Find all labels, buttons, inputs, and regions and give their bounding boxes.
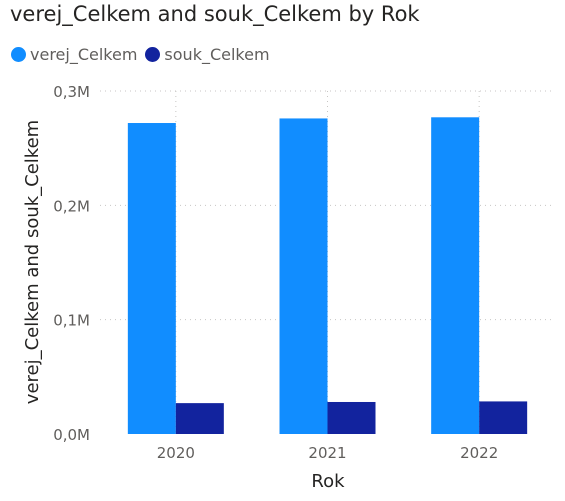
x-tick-label: 2022 [460, 444, 498, 462]
y-tick-label: 0,3M [53, 83, 90, 101]
bar-souk_Celkem-2020 [175, 403, 224, 434]
x-tick-label: 2021 [308, 444, 346, 462]
bar-verej_Celkem-2021 [279, 118, 328, 434]
y-tick-label: 0,0M [53, 426, 90, 444]
legend: verej_Celkem souk_Celkem [11, 45, 278, 64]
legend-label-verej: verej_Celkem [30, 45, 138, 64]
legend-swatch-souk [145, 47, 161, 62]
legend-item-verej[interactable]: verej_Celkem [11, 45, 137, 64]
y-tick-label: 0,2M [53, 197, 90, 215]
legend-label-souk: souk_Celkem [164, 45, 270, 64]
legend-item-souk[interactable]: souk_Celkem [145, 45, 270, 64]
y-axis-title: verej_Celkem and souk_Celkem [22, 120, 43, 404]
bar-souk_Celkem-2022 [479, 401, 528, 434]
bar-verej_Celkem-2020 [127, 123, 176, 434]
bar-verej_Celkem-2022 [431, 117, 480, 435]
legend-swatch-verej [11, 47, 26, 62]
chart-title: verej_Celkem and souk_Celkem by Rok [10, 2, 420, 26]
y-tick-label: 0,1M [53, 312, 90, 330]
bar-souk_Celkem-2021 [327, 401, 376, 434]
x-axis-title: Rok [311, 471, 345, 492]
x-tick-label: 2020 [157, 444, 195, 462]
